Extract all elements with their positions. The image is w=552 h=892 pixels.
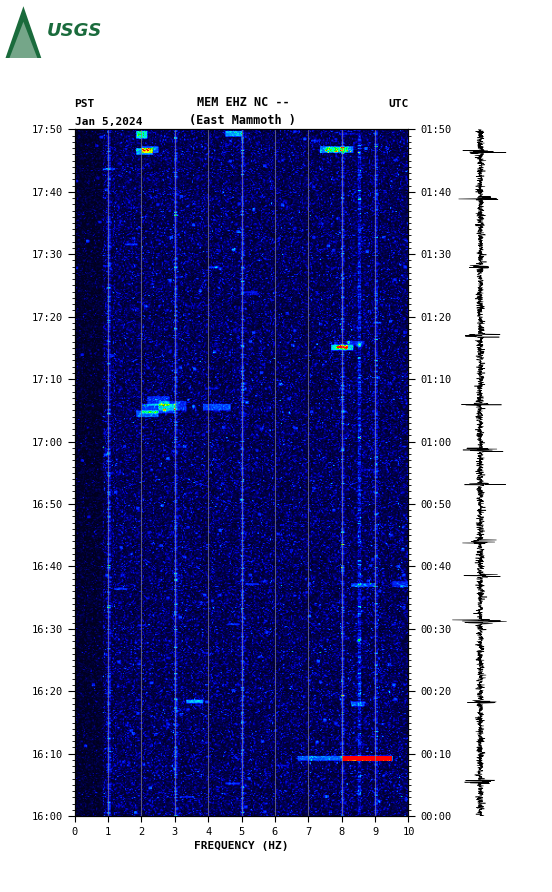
Text: USGS: USGS <box>47 22 103 40</box>
Polygon shape <box>9 21 38 58</box>
Text: Jan 5,2024: Jan 5,2024 <box>75 117 142 127</box>
Text: MEM EHZ NC --: MEM EHZ NC -- <box>197 95 289 109</box>
Text: PST: PST <box>75 99 95 109</box>
Text: UTC: UTC <box>388 99 408 109</box>
Polygon shape <box>6 6 41 58</box>
X-axis label: FREQUENCY (HZ): FREQUENCY (HZ) <box>194 841 289 851</box>
Text: (East Mammoth ): (East Mammoth ) <box>189 113 296 127</box>
